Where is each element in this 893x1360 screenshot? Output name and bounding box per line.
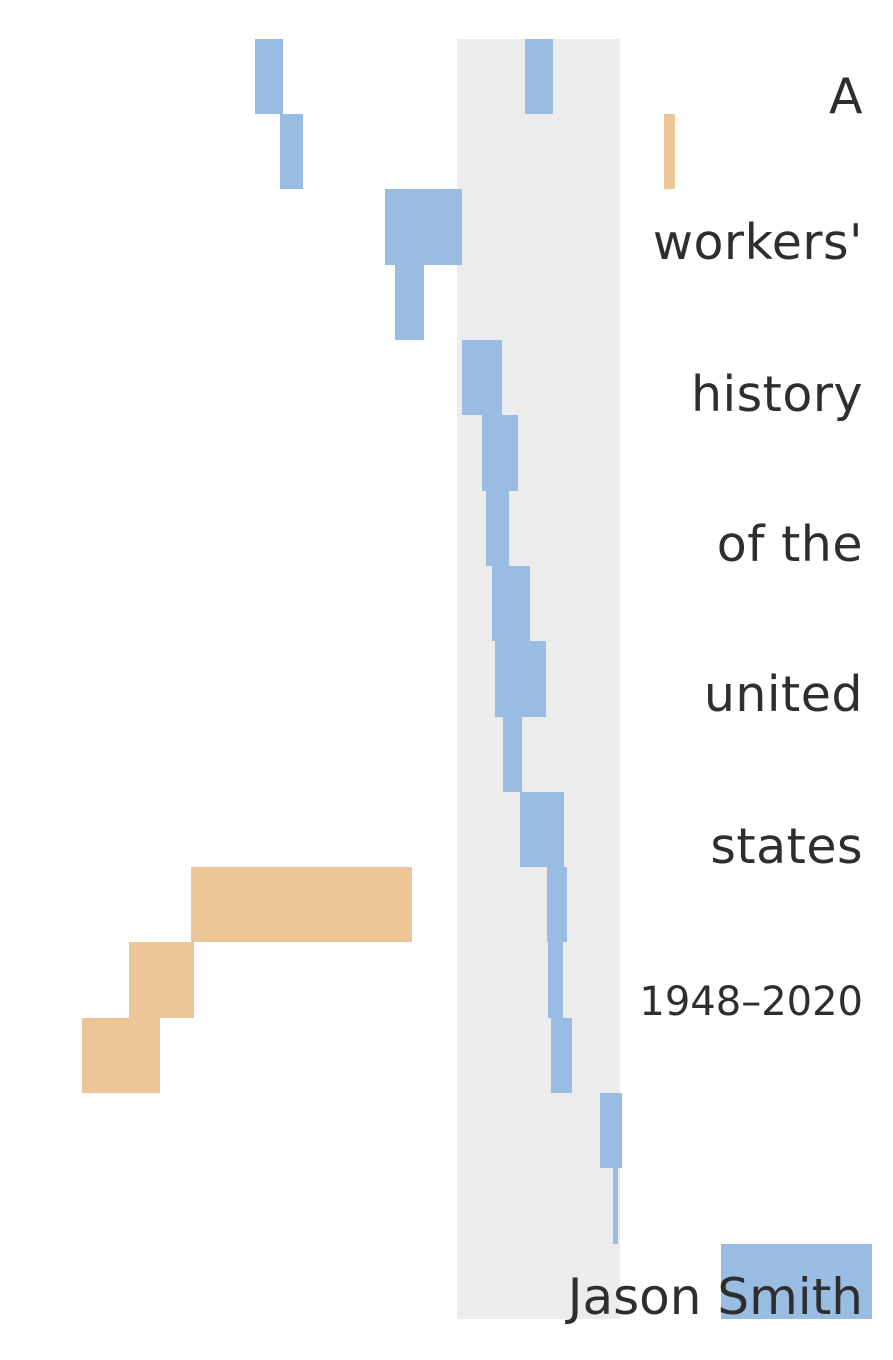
title-line-4: of the xyxy=(716,516,863,573)
blue-bar xyxy=(525,39,553,114)
blue-bar xyxy=(385,189,462,265)
title-line-6: states xyxy=(710,818,863,875)
orange-bar xyxy=(191,867,412,942)
blue-bar xyxy=(492,566,530,641)
title-line-5: united xyxy=(703,666,863,723)
blue-bar xyxy=(395,265,424,340)
orange-bar xyxy=(129,942,194,1018)
blue-bar xyxy=(613,1168,618,1244)
blue-bar xyxy=(486,491,509,566)
blue-bar xyxy=(462,340,502,415)
blue-bar xyxy=(600,1093,622,1168)
blue-bar xyxy=(520,792,564,867)
blue-bar xyxy=(503,717,522,792)
orange-bar xyxy=(664,114,675,189)
blue-bar xyxy=(482,415,518,491)
blue-bar xyxy=(495,641,546,717)
blue-bar xyxy=(551,1018,572,1093)
title-line-1: A xyxy=(828,68,863,125)
orange-bar xyxy=(82,1018,160,1093)
blue-bar xyxy=(547,867,567,942)
title-line-3: history xyxy=(690,366,863,423)
year-range: 1948–2020 xyxy=(639,979,863,1025)
blue-bar xyxy=(548,942,563,1018)
blue-bar xyxy=(721,1244,872,1319)
title-line-2: workers' xyxy=(652,214,863,271)
author-name: Jason Smith xyxy=(567,1268,863,1326)
blue-bar xyxy=(280,114,303,189)
blue-bar xyxy=(255,39,283,114)
